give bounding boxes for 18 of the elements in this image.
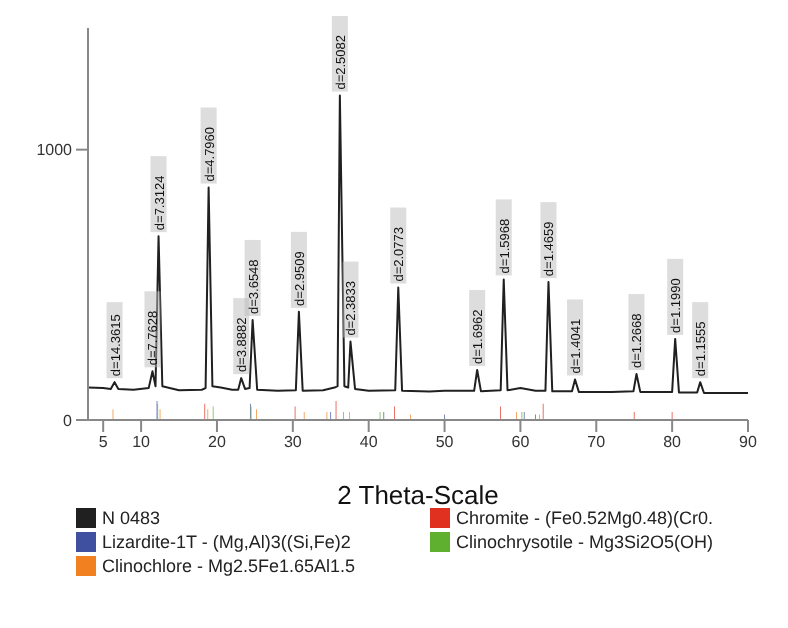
x-tick-label: 50 [435,433,455,452]
x-tick-label: 90 [739,433,758,452]
x-tick-label: 20 [208,433,227,452]
legend-label: Lizardite-1T - (Mg,Al)3((Si,Fe)2 [102,532,351,552]
legend-label: N 0483 [102,508,161,528]
x-tick-label: 80 [663,433,683,452]
x-tick-label: 60 [511,433,531,452]
y-tick-label: 0 [63,411,74,430]
legend-label: Clinochrysotile - Mg3Si2O5(OH) [456,532,714,552]
x-tick-label: 40 [359,433,379,452]
legend-label: Chromite - (Fe0.52Mg0.48)(Cr0. [456,508,714,528]
x-tick-label: 5 [98,433,109,452]
y-tick-label: 1000 [36,141,74,160]
legend-label: Clinochlore - Mg2.5Fe1.65Al1.5 [102,556,356,576]
x-tick-label: 10 [132,433,152,452]
x-axis-title: 2 Theta-Scale [337,480,499,510]
x-tick-label: 70 [587,433,607,452]
x-tick-label: 30 [283,433,303,452]
